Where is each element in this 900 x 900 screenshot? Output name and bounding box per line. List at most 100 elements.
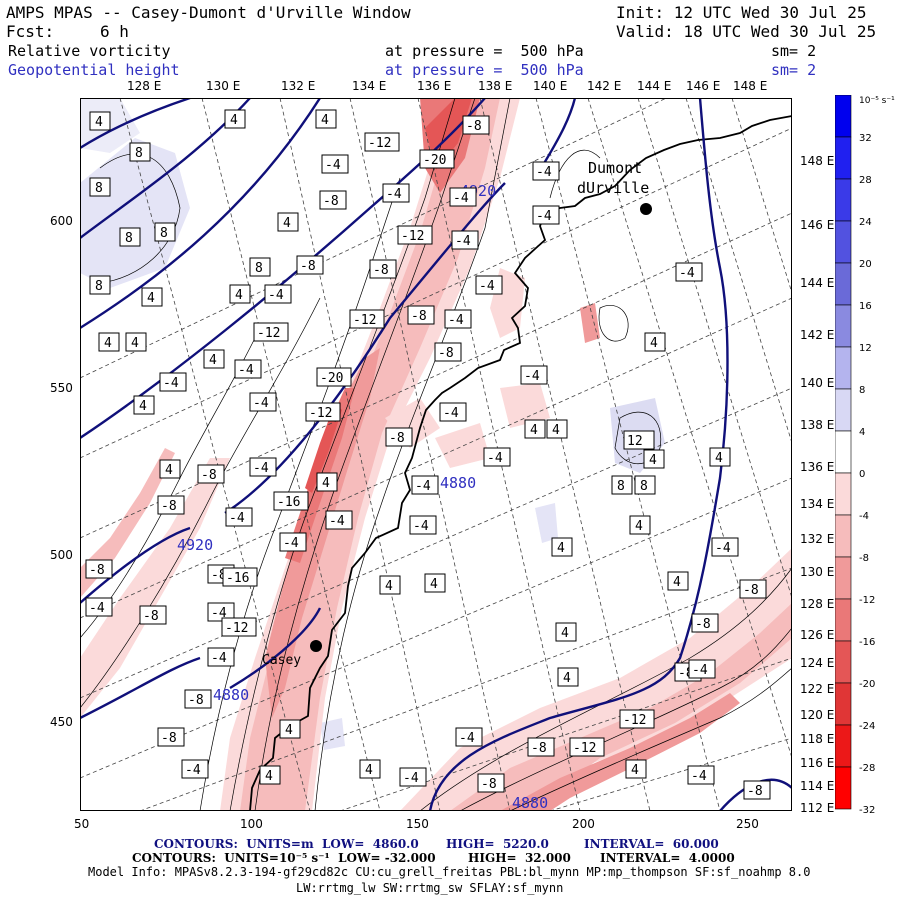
colorbar-tick-label: 12 [859, 343, 872, 354]
vort-box-label: 8 [634, 475, 656, 495]
svg-text:-12: -12 [257, 326, 280, 341]
vort-box-label: -4 [399, 767, 427, 787]
svg-text:-4: -4 [692, 663, 708, 678]
y-tick-label: 550 [50, 381, 73, 395]
top-lon-label: 134 E [352, 79, 387, 93]
svg-text:-4: -4 [715, 541, 731, 556]
svg-text:4: 4 [365, 763, 373, 778]
x-tick-label: 150 [406, 817, 429, 831]
svg-text:-12: -12 [225, 621, 248, 636]
vort-box-label: -4 [532, 205, 560, 225]
svg-text:-8: -8 [161, 731, 177, 746]
colorbar-box [835, 95, 852, 138]
svg-text:-12: -12 [353, 313, 376, 328]
vort-box-label: -4 [225, 507, 253, 527]
vort-box-label: -8 [157, 727, 185, 747]
vort-box-label: -8 [296, 255, 324, 275]
vort-box-label: -12 [349, 309, 385, 329]
height-label: 4880 [213, 686, 249, 704]
svg-text:4: 4 [530, 423, 538, 438]
x-tick-label: 200 [572, 817, 595, 831]
vort-box-label: 4 [315, 109, 337, 129]
colorbar-tick-label: -32 [859, 805, 875, 815]
svg-text:-8: -8 [411, 309, 427, 324]
svg-text:-4: -4 [459, 731, 475, 746]
casey-marker[interactable] [310, 640, 322, 652]
vort-box-label: -20 [419, 149, 455, 169]
svg-text:-4: -4 [325, 158, 341, 173]
y-tick-label: 600 [50, 214, 73, 228]
colorbar-box [835, 598, 852, 642]
colorbar-box [835, 262, 852, 306]
vort-box-label: -4 [520, 365, 548, 385]
vort-box-label: -12 [397, 225, 433, 245]
svg-text:-12: -12 [309, 406, 332, 421]
vort-box-label: -4 [444, 309, 472, 329]
svg-text:-4: -4 [536, 165, 552, 180]
colorbar-tick-label: 28 [859, 175, 872, 186]
colorbar-box [835, 766, 852, 810]
height-label: 4880 [512, 794, 548, 811]
svg-text:-4: -4 [679, 266, 695, 281]
vort-box-label: -8 [462, 115, 490, 135]
colorbar-labels: 32 28 24 20 16 12 8 4 0 -4 -8 -12 -16 -20 -24 -28 -32 [859, 133, 875, 815]
svg-text:-8: -8 [143, 609, 159, 624]
svg-text:-4: -4 [524, 369, 540, 384]
right-lon-label: 138 E [800, 418, 835, 432]
vort-box-label: -4 [451, 230, 479, 250]
station-markers: Dumont dUrville Casey [262, 159, 652, 668]
footer-model-info-2: LW:rrtmg_lw SW:rrtmg_sw SFLAY:sf_mynn [296, 881, 564, 895]
vort-box-label: 4 [546, 419, 568, 439]
vort-box-label: -4 [439, 402, 467, 422]
field2-level: at pressure = 500 hPa [385, 61, 584, 79]
vort-box-label: 8 [154, 222, 176, 242]
svg-text:4: 4 [385, 579, 393, 594]
top-lon-label: 138 E [478, 79, 513, 93]
right-lon-label: 126 E [800, 628, 835, 642]
vort-box-label: 4 [98, 332, 120, 352]
svg-text:-4: -4 [415, 479, 431, 494]
vort-box-label: -4 [449, 187, 477, 207]
colorbar-tick-label: -12 [859, 595, 875, 606]
dumont-durville-marker[interactable] [640, 203, 652, 215]
colorbar-box [835, 472, 852, 516]
svg-text:-8: -8 [481, 777, 497, 792]
vort-box-label: 4 [159, 459, 181, 479]
vort-box-label: 4 [203, 349, 225, 369]
svg-text:12: 12 [627, 434, 643, 449]
field1-level: at pressure = 500 hPa [385, 42, 584, 60]
vorticity-map[interactable]: 4920 4920 4880 4880 4880 4 4 4 8 -12 -20… [80, 98, 792, 811]
colorbar-tick-label: 32 [859, 133, 872, 144]
vort-box-label: -4 [264, 284, 292, 304]
svg-text:4: 4 [95, 115, 103, 130]
vort-box-label: -4 [207, 602, 235, 622]
svg-text:-4: -4 [479, 279, 495, 294]
footer-model-info: Model Info: MPASv8.2.3-194-gf29cd82c CU:… [88, 865, 811, 879]
svg-text:-12: -12 [401, 229, 424, 244]
vort-box-label: -12 [221, 617, 257, 637]
svg-text:8: 8 [95, 181, 103, 196]
svg-text:4: 4 [557, 541, 565, 556]
right-lon-label: 112 E [800, 801, 835, 815]
colorbar-box [835, 682, 852, 726]
vort-box-label: -4 [85, 597, 113, 617]
vort-box-label: 4 [316, 472, 338, 492]
vort-box-label: 4 [224, 109, 246, 129]
vort-box-label: 4 [229, 284, 251, 304]
svg-text:-8: -8 [323, 194, 339, 209]
vort-box-label: 8 [129, 142, 151, 162]
vort-box-label: -4 [279, 532, 307, 552]
vort-box-label: -8 [434, 342, 462, 362]
svg-text:-8: -8 [743, 583, 759, 598]
vort-box-label: 4 [279, 719, 301, 739]
svg-text:-8: -8 [438, 346, 454, 361]
vort-box-label: 4 [643, 449, 665, 469]
vort-box-label: 4 [625, 759, 647, 779]
vort-box-label: -4 [411, 475, 439, 495]
svg-text:-8: -8 [531, 741, 547, 756]
colorbar-box [835, 724, 852, 768]
forecast-label: Fcst: [6, 22, 55, 41]
vort-box-label: -8 [527, 737, 555, 757]
vort-box-label: -4 [475, 275, 503, 295]
top-lon-label: 130 E [206, 79, 241, 93]
